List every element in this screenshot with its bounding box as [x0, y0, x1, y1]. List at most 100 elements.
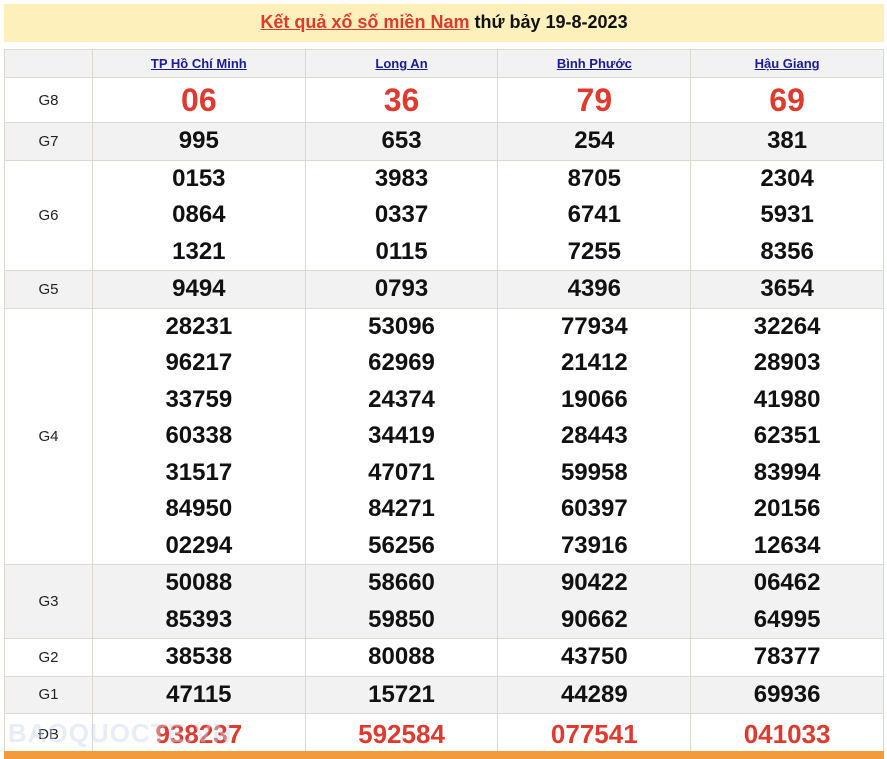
prize-cell: 79 [497, 77, 692, 123]
province-header: TP Hồ Chí Minh [92, 49, 306, 78]
prize-number: 79 [576, 82, 613, 118]
prize-number: 59958 [560, 458, 628, 486]
prize-number: 36 [383, 82, 420, 118]
prize-cell: 4396 [497, 270, 692, 309]
prize-cell: 592584 [304, 713, 499, 755]
province-header: Long An [304, 49, 499, 78]
prize-cell: 38538 [92, 638, 306, 677]
prize-number: 38538 [165, 643, 233, 670]
prize-cell: 3983 0337 0115 [304, 159, 499, 271]
prize-cell: 43750 [497, 638, 692, 677]
prize-number: 8705 [567, 164, 621, 192]
prize-row: G1 47115 15721 44289 69936 [4, 675, 884, 714]
prize-number: 59850 [368, 605, 435, 633]
prize-cell: 06462 64995 [690, 564, 884, 639]
prize-number: 84271 [368, 495, 435, 522]
prize-number: 34419 [368, 422, 435, 449]
prize-number: 60397 [560, 495, 628, 522]
prize-number: 3654 [760, 275, 814, 302]
prize-number: 50088 [165, 569, 233, 596]
prize-label: G5 [4, 270, 93, 309]
prize-number: 06 [181, 82, 217, 118]
prize-number: 96217 [165, 349, 233, 376]
prize-cell: 69936 [690, 675, 884, 714]
prize-cell: 28231 96217 33759 60338 31517 84950 02294 [92, 307, 306, 565]
prize-row: ĐB 938237 592584 077541 041033 [4, 713, 884, 755]
prize-label: ĐB [4, 713, 93, 755]
prize-cell: 8705 6741 7255 [497, 159, 692, 271]
prize-number: 592584 [358, 719, 445, 749]
prize-number: 80088 [368, 643, 435, 670]
prize-label: G8 [4, 77, 93, 123]
prize-row: G3 50088 85393 58660 59850 90422 90662 06462 649… [4, 564, 884, 639]
prize-label: G2 [4, 638, 93, 677]
prize-cell: 47115 [92, 675, 306, 714]
prize-number: 33759 [165, 385, 233, 413]
prize-cell: 44289 [497, 675, 692, 714]
prize-number: 254 [574, 127, 615, 154]
prize-number: 32264 [753, 312, 821, 340]
prize-number: 62351 [753, 422, 821, 449]
prize-cell: 041033 [690, 713, 884, 755]
prize-label: G1 [4, 675, 93, 714]
prize-row: G8 06 36 79 69 [4, 77, 884, 123]
prize-cell: 32264 28903 41980 62351 83994 20156 12634 [690, 307, 884, 565]
prize-number: 84950 [165, 495, 233, 522]
prize-number: 20156 [753, 495, 821, 522]
province-link[interactable]: TP Hồ Chí Minh [150, 56, 247, 71]
prize-cell: 58660 59850 [304, 564, 499, 639]
prize-number: 47071 [368, 458, 435, 486]
prize-number: 0793 [374, 275, 429, 302]
prize-number: 19066 [560, 385, 628, 413]
prize-number: 0864 [172, 201, 226, 228]
title-date: thứ bảy 19-8-2023 [469, 12, 628, 32]
prize-cell: 69 [690, 77, 884, 123]
results-table: TP Hồ Chí Minh Long An Bình Phước Hậu Giang… [4, 49, 884, 755]
prize-cell: 53096 62969 24374 34419 47071 84271 56256 [304, 307, 499, 565]
prize-number: 4396 [567, 275, 621, 302]
province-link[interactable]: Hậu Giang [754, 56, 820, 71]
prize-cell: 2304 5931 8356 [690, 159, 884, 271]
prize-cell: 50088 85393 [92, 564, 306, 639]
footer-bar [4, 751, 884, 759]
prize-number: 2304 [760, 164, 814, 192]
prize-cell: 653 [304, 122, 499, 161]
prize-number: 24374 [368, 385, 435, 413]
prize-cell: 3654 [690, 270, 884, 309]
prize-number: 1321 [172, 237, 226, 265]
prize-number: 31517 [165, 458, 233, 486]
prize-number: 58660 [368, 569, 435, 596]
prize-number: 64995 [753, 605, 821, 633]
prize-number: 90662 [560, 605, 628, 633]
prize-number: 3983 [374, 164, 429, 192]
prize-number: 60338 [165, 422, 233, 449]
prize-number: 381 [767, 127, 808, 154]
prize-row: G6 0153 0864 1321 3983 0337 0115 8705 6741 7255 23… [4, 159, 884, 271]
prize-cell: 78377 [690, 638, 884, 677]
prize-label: G3 [4, 564, 93, 639]
prize-label: G7 [4, 122, 93, 161]
prize-cell: 9494 [92, 270, 306, 309]
prize-number: 69936 [753, 680, 821, 708]
prize-number: 73916 [560, 531, 628, 559]
page-title: Kết quả xổ số miền Nam thứ bảy 19-8-2023 [4, 4, 884, 42]
prize-number: 47115 [166, 680, 232, 708]
prize-number: 43750 [560, 643, 628, 670]
prize-number: 69 [769, 82, 805, 118]
title-link[interactable]: Kết quả xổ số miền Nam [260, 12, 470, 32]
province-header: Bình Phước [497, 49, 692, 78]
prize-number: 53096 [368, 312, 435, 340]
province-link[interactable]: Bình Phước [556, 56, 632, 71]
prize-number: 77934 [560, 312, 628, 340]
prize-number: 995 [178, 127, 219, 154]
prize-cell: 0793 [304, 270, 499, 309]
prize-cell: 80088 [304, 638, 499, 677]
prize-number: 06462 [753, 569, 821, 596]
prize-number: 90422 [560, 569, 628, 596]
province-header: Hậu Giang [690, 49, 884, 78]
prize-label: G4 [4, 307, 93, 565]
province-link[interactable]: Long An [375, 56, 428, 71]
prize-number: 62969 [368, 349, 435, 376]
prize-number: 8356 [760, 237, 814, 265]
prize-cell: 0153 0864 1321 [92, 159, 306, 271]
